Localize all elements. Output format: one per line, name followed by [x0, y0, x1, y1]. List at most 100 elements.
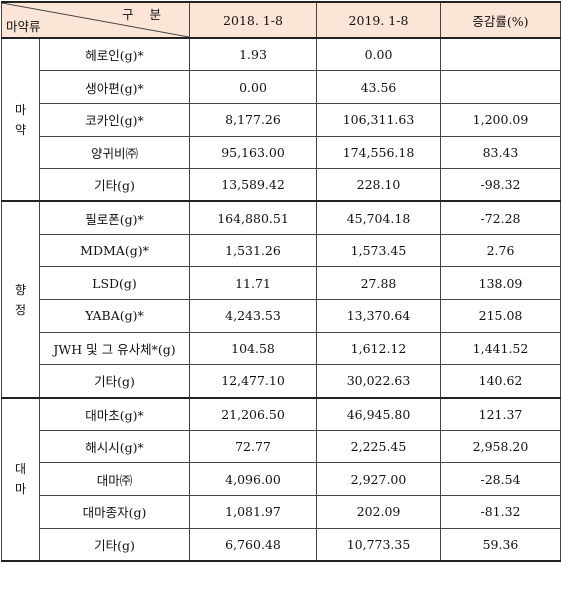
drug-name-cell: 기타(g) [39, 168, 190, 203]
value-2018-cell: 4,096.00 [189, 462, 317, 497]
drug-name-cell: 대마초(g)* [39, 397, 190, 431]
value-2019-cell: 10,773.35 [316, 527, 441, 562]
change-rate-cell: 83.43 [440, 135, 561, 170]
change-rate-cell: 1,441.52 [440, 331, 561, 366]
change-rate-cell: -81.32 [440, 495, 561, 529]
change-rate-cell [440, 70, 561, 104]
drug-name-cell: LSD(g) [39, 266, 190, 300]
value-2018-cell: 1,531.26 [189, 233, 317, 268]
drug-name-cell: 생아편(g)* [39, 70, 190, 104]
drug-name-cell: 헤로인(g)* [39, 37, 190, 72]
value-2018-cell: 0.00 [189, 70, 317, 104]
value-2019-cell: 27.88 [316, 266, 441, 300]
value-2018-cell: 6,760.48 [189, 527, 317, 562]
value-2018-cell: 1,081.97 [189, 495, 317, 529]
change-rate-cell: -28.54 [440, 462, 561, 497]
value-2018-cell: 8,177.26 [189, 102, 317, 137]
column-header-2019: 2019. 1-8 [316, 1, 441, 39]
value-2018-cell: 95,163.00 [189, 135, 317, 170]
corner-diagonal-line [4, 4, 187, 36]
drug-name-cell: 해시시(g)* [39, 429, 190, 464]
table-body: 마 약 헤로인(g)* 1.93 0.00 생아편(g)* 0.00 43.56 코카인(g)*… [1, 37, 561, 563]
value-2019-cell: 13,370.64 [316, 299, 441, 333]
header-row: 구 분 마약류 2018. 1-8 2019. 1-8 증감률(%) [1, 1, 561, 39]
value-2018-cell: 11.71 [189, 266, 317, 300]
corner-label-drug-type: 마약류 [6, 19, 41, 34]
value-2018-cell: 13,589.42 [189, 168, 317, 203]
drug-name-cell: 양귀비㈜ [39, 135, 190, 170]
table-row: 코카인(g)* 8,177.26 106,311.63 1,200.09 [2, 102, 561, 137]
value-2019-cell: 2,225.45 [316, 429, 441, 464]
value-2019-cell: 1,612.12 [316, 331, 441, 366]
table-row: YABA(g)* 4,243.53 13,370.64 215.08 [2, 299, 561, 333]
table-row: 마 약 헤로인(g)* 1.93 0.00 [1, 37, 561, 203]
group-label-char: 정 [14, 302, 27, 317]
drug-name-cell: 필로폰(g)* [39, 200, 190, 235]
table-row: LSD(g) 11.71 27.88 138.09 [2, 266, 561, 300]
value-2019-cell: 45,704.18 [316, 200, 441, 235]
drug-name-cell: YABA(g)* [39, 299, 190, 333]
column-header-2018: 2018. 1-8 [189, 1, 317, 39]
drug-name-cell: JWH 및 그 유사체*(g) [39, 331, 190, 366]
drug-name-cell: 기타(g) [39, 527, 190, 562]
table-row: JWH 및 그 유사체*(g) 104.58 1,612.12 1,441.52 [2, 331, 561, 366]
group-label-char: 대 [14, 462, 27, 477]
drug-name-cell: 기타(g) [39, 364, 190, 399]
change-rate-cell: 215.08 [440, 299, 561, 333]
value-2019-cell: 43.56 [316, 70, 441, 104]
table-row: 생아편(g)* 0.00 43.56 [2, 70, 561, 104]
change-rate-cell: 2.76 [440, 233, 561, 268]
value-2018-cell: 164,880.51 [189, 200, 317, 235]
value-2019-cell: 0.00 [316, 37, 441, 72]
table-row: 양귀비㈜ 95,163.00 174,556.18 83.43 [2, 135, 561, 170]
change-rate-cell: -98.32 [440, 168, 561, 203]
change-rate-cell [440, 37, 561, 72]
table-row: MDMA(g)* 1,531.26 1,573.45 2.76 [2, 233, 561, 268]
group-label-char: 향 [14, 282, 27, 297]
change-rate-cell: 2,958.20 [440, 429, 561, 464]
table-row: 대마종자(g) 1,081.97 202.09 -81.32 [2, 495, 561, 529]
drug-name-cell: 코카인(g)* [39, 102, 190, 137]
group-label-char: 마 [14, 102, 27, 117]
value-2018-cell: 72.77 [189, 429, 317, 464]
value-2019-cell: 1,573.45 [316, 233, 441, 268]
value-2019-cell: 30,022.63 [316, 364, 441, 399]
change-rate-cell: 121.37 [440, 397, 561, 431]
group-label-char: 마 [14, 482, 27, 497]
drug-name-cell: 대마㈜ [39, 462, 190, 497]
change-rate-cell: 140.62 [440, 364, 561, 399]
value-2019-cell: 174,556.18 [316, 135, 441, 170]
change-rate-cell: 1,200.09 [440, 102, 561, 137]
table-row: 기타(g) 12,477.10 30,022.63 140.62 [2, 364, 561, 399]
table-row: 대마㈜ 4,096.00 2,927.00 -28.54 [2, 462, 561, 497]
group-label-char: 약 [14, 122, 27, 137]
drug-name-cell: MDMA(g)* [39, 233, 190, 268]
corner-label-category: 구 분 [122, 7, 167, 22]
drug-seizure-table: 구 분 마약류 2018. 1-8 2019. 1-8 증감률(%) 마 약 헤로인… [1, 1, 561, 563]
value-2019-cell: 228.10 [316, 168, 441, 203]
change-rate-cell: -72.28 [440, 200, 561, 235]
table-row: 대 마 대마초(g)* 21,206.50 46,945.80 121.37 [1, 397, 561, 563]
table-row: 향 정 필로폰(g)* 164,880.51 45,704.18 -72.28 [1, 200, 561, 399]
value-2018-cell: 21,206.50 [189, 397, 317, 431]
change-rate-cell: 138.09 [440, 266, 561, 300]
value-2018-cell: 12,477.10 [189, 364, 317, 399]
table-row: 해시시(g)* 72.77 2,225.45 2,958.20 [2, 429, 561, 464]
change-rate-cell: 59.36 [440, 527, 561, 562]
column-header-change-rate: 증감률(%) [440, 1, 561, 39]
value-2019-cell: 202.09 [316, 495, 441, 529]
table-row: 기타(g) 13,589.42 228.10 -98.32 [2, 168, 561, 203]
value-2019-cell: 2,927.00 [316, 462, 441, 497]
value-2019-cell: 106,311.63 [316, 102, 441, 137]
value-2018-cell: 4,243.53 [189, 299, 317, 333]
drug-name-cell: 대마종자(g) [39, 495, 190, 529]
value-2019-cell: 46,945.80 [316, 397, 441, 431]
value-2018-cell: 1.93 [189, 37, 317, 72]
header-corner-cell: 구 분 마약류 [1, 1, 190, 39]
table-row: 기타(g) 6,760.48 10,773.35 59.36 [2, 527, 561, 562]
value-2018-cell: 104.58 [189, 331, 317, 366]
